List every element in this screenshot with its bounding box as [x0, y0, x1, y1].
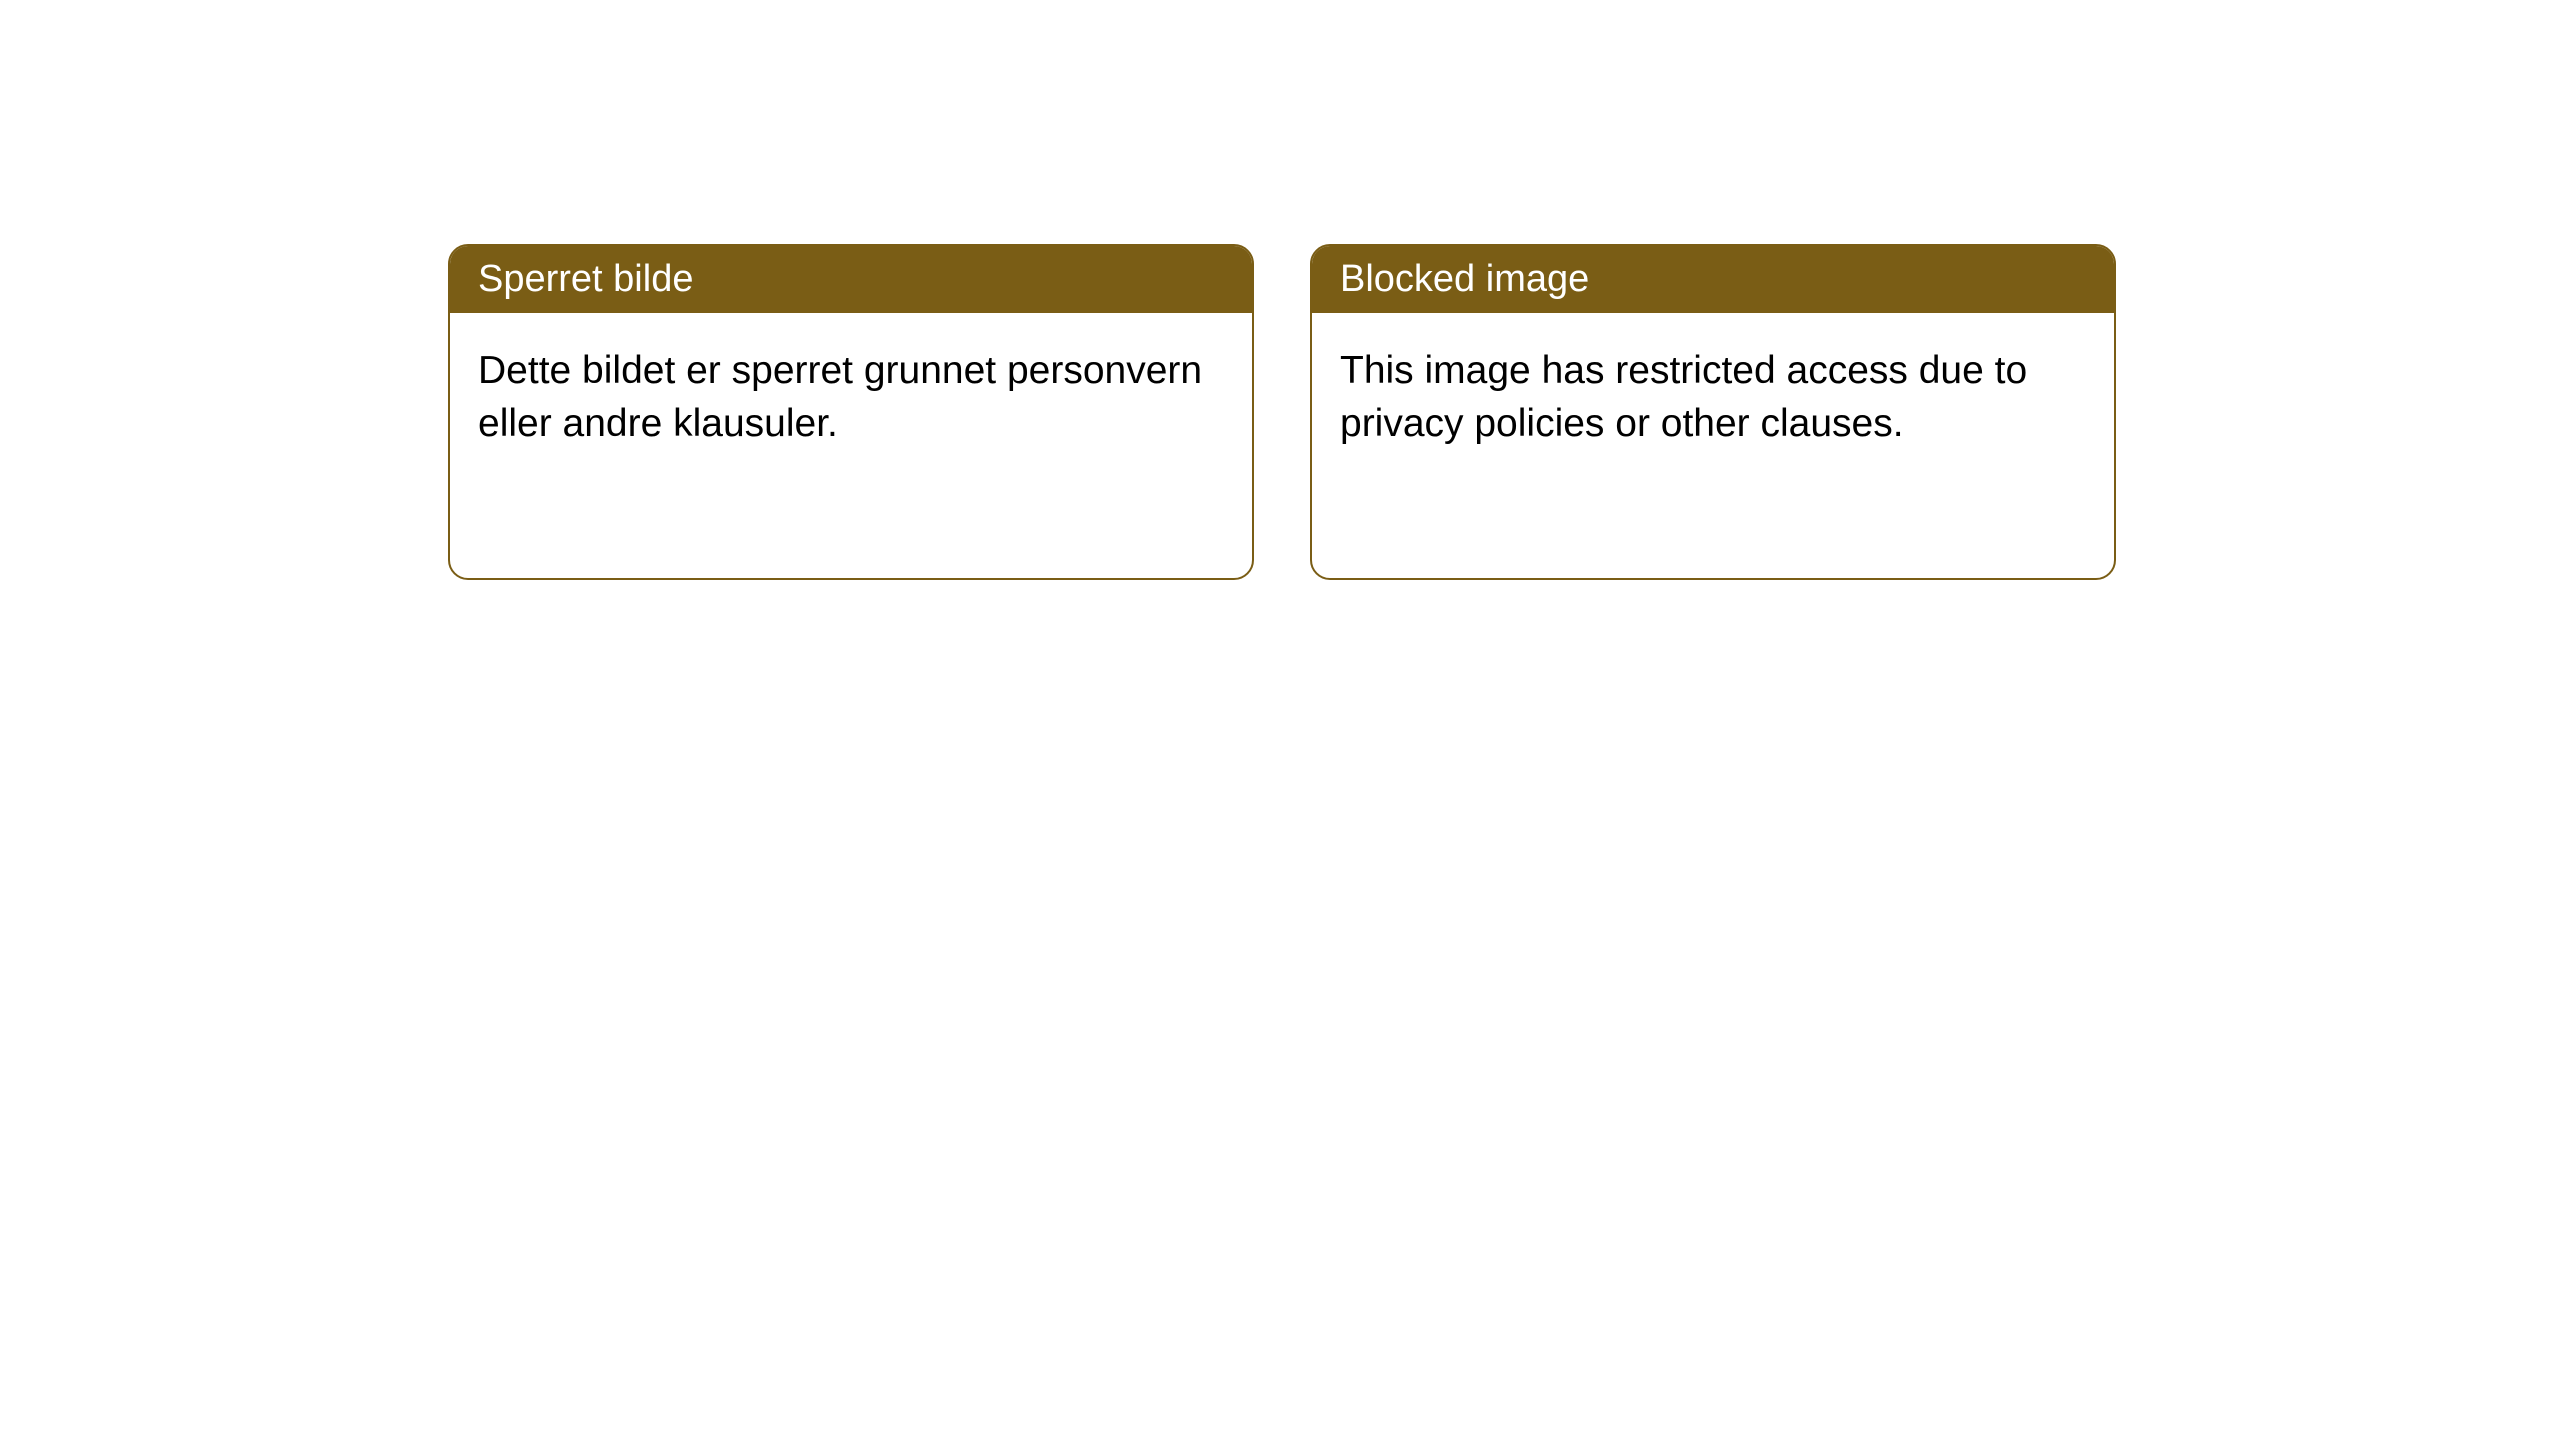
notice-body-english: This image has restricted access due to …	[1312, 313, 2114, 482]
notice-header-norwegian: Sperret bilde	[450, 246, 1252, 313]
notice-card-norwegian: Sperret bilde Dette bildet er sperret gr…	[448, 244, 1254, 580]
notice-card-english: Blocked image This image has restricted …	[1310, 244, 2116, 580]
notice-body-norwegian: Dette bildet er sperret grunnet personve…	[450, 313, 1252, 482]
notice-header-english: Blocked image	[1312, 246, 2114, 313]
notice-container: Sperret bilde Dette bildet er sperret gr…	[0, 0, 2560, 580]
